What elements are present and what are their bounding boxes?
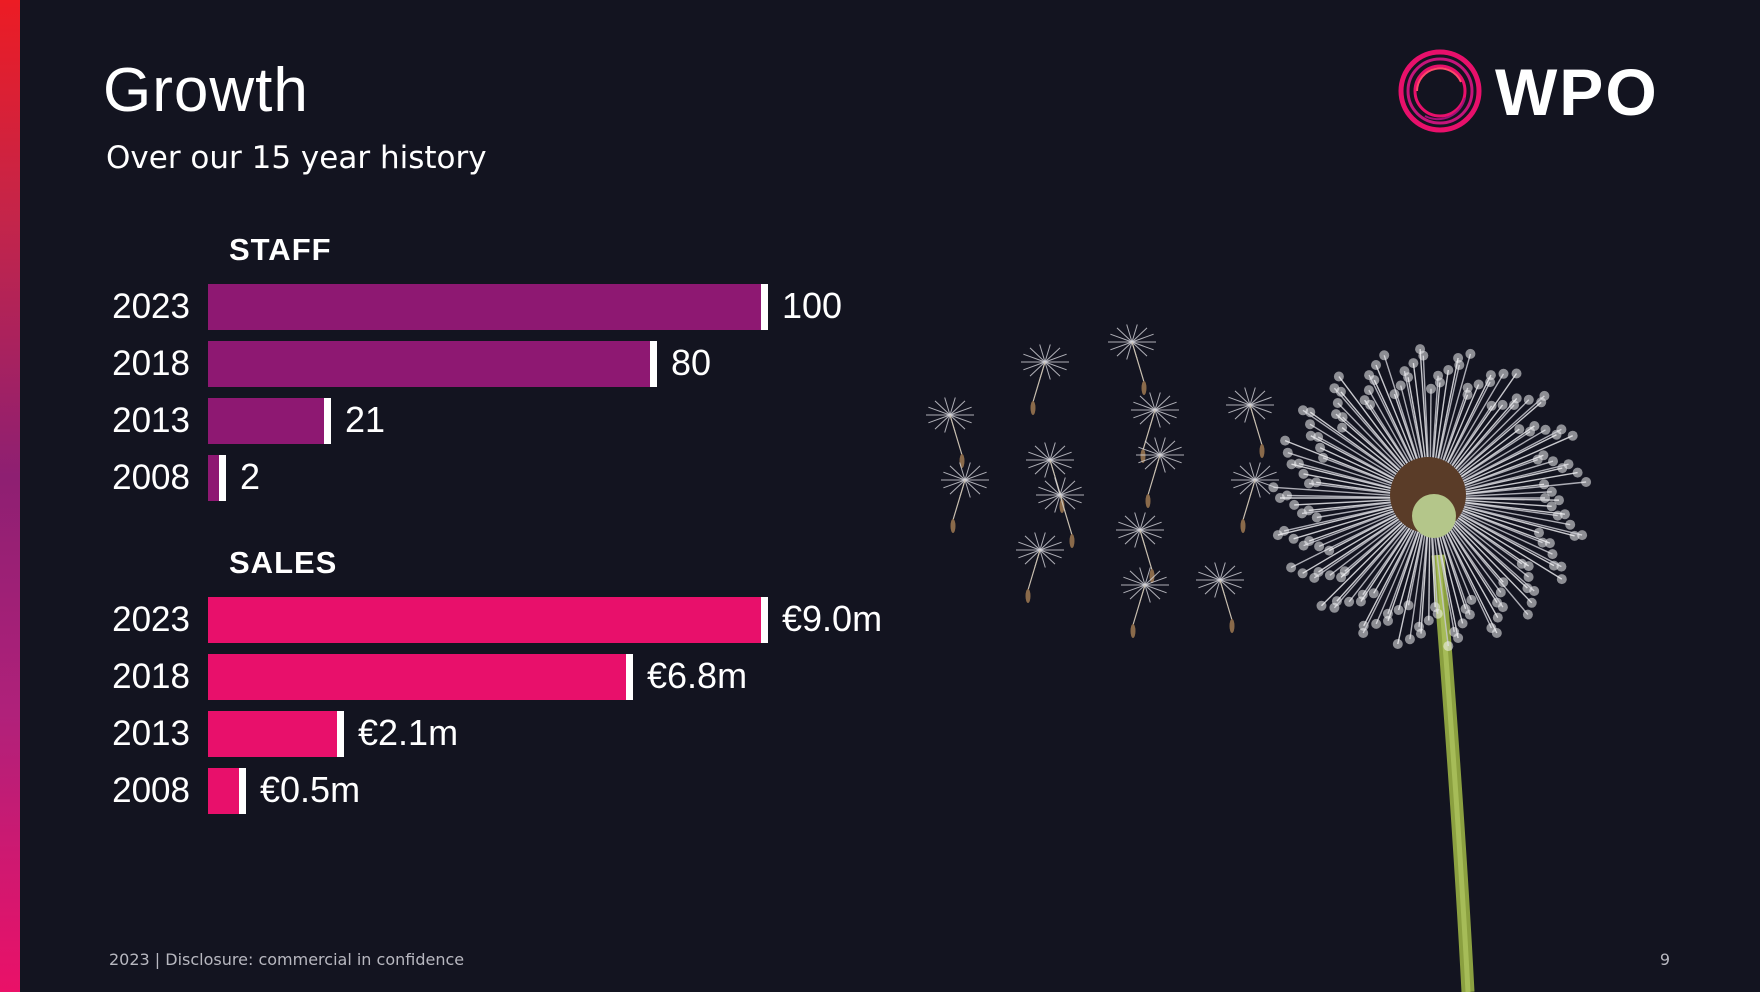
sales-year-label: 2008	[112, 771, 190, 810]
staff-value-label: 80	[671, 342, 712, 383]
sales-bar-end-marker	[337, 711, 344, 757]
slide-subtitle: Over our 15 year history	[106, 140, 487, 176]
staff-bar	[208, 398, 324, 444]
staff-bar	[208, 284, 761, 330]
accent-bar	[0, 0, 20, 992]
logo-wordmark: WPO	[1495, 55, 1659, 129]
sales-year-label: 2013	[112, 714, 190, 753]
sales-bar-end-marker	[239, 768, 246, 814]
page-number: 9	[1659, 950, 1670, 969]
floating-seed	[1131, 392, 1179, 463]
staff-bar-end-marker	[324, 398, 331, 444]
floating-seed	[926, 397, 974, 468]
dandelion-photo	[926, 324, 1592, 992]
staff-bar-end-marker	[219, 455, 226, 501]
sales-chart-title: SALES	[229, 545, 338, 580]
sales-value-label: €2.1m	[358, 712, 459, 753]
floating-seed	[1231, 462, 1279, 533]
floating-seed	[1116, 512, 1164, 583]
floating-seed	[1026, 442, 1074, 513]
staff-value-label: 2	[240, 456, 261, 497]
floating-seed	[1121, 567, 1169, 638]
logo-rings-icon	[1398, 49, 1482, 133]
sales-bar	[208, 768, 239, 814]
sales-bar	[208, 654, 626, 700]
sales-year-label: 2018	[112, 657, 190, 696]
sales-bar-end-marker	[761, 597, 768, 643]
floating-seed	[1136, 437, 1184, 508]
floating-seed	[1196, 562, 1244, 633]
staff-value-label: 21	[345, 399, 386, 440]
staff-value-label: 100	[782, 285, 843, 326]
staff-year-label: 2018	[112, 344, 190, 383]
floating-seed	[1226, 387, 1274, 458]
floating-seed	[1036, 477, 1084, 548]
sales-bar	[208, 597, 761, 643]
sales-year-label: 2023	[112, 600, 190, 639]
sales-value-label: €0.5m	[260, 769, 361, 810]
sales-value-label: €9.0m	[782, 598, 883, 639]
floating-seed	[1021, 344, 1069, 415]
sales-bar	[208, 711, 337, 757]
staff-year-label: 2023	[112, 287, 190, 326]
staff-year-label: 2013	[112, 401, 190, 440]
floating-seed	[1108, 324, 1156, 395]
staff-bar	[208, 455, 219, 501]
staff-bar-end-marker	[761, 284, 768, 330]
staff-chart-title: STAFF	[229, 232, 332, 267]
wpo-logo: WPO	[1395, 48, 1695, 136]
footer-disclosure: 2023 | Disclosure: commercial in confide…	[109, 950, 465, 969]
staff-year-label: 2008	[112, 458, 190, 497]
sales-value-label: €6.8m	[647, 655, 748, 696]
floating-seed	[1016, 532, 1064, 603]
staff-bar-end-marker	[650, 341, 657, 387]
slide-title: Growth	[103, 56, 309, 125]
staff-bar	[208, 341, 650, 387]
floating-seed	[941, 462, 989, 533]
sales-bar-end-marker	[626, 654, 633, 700]
